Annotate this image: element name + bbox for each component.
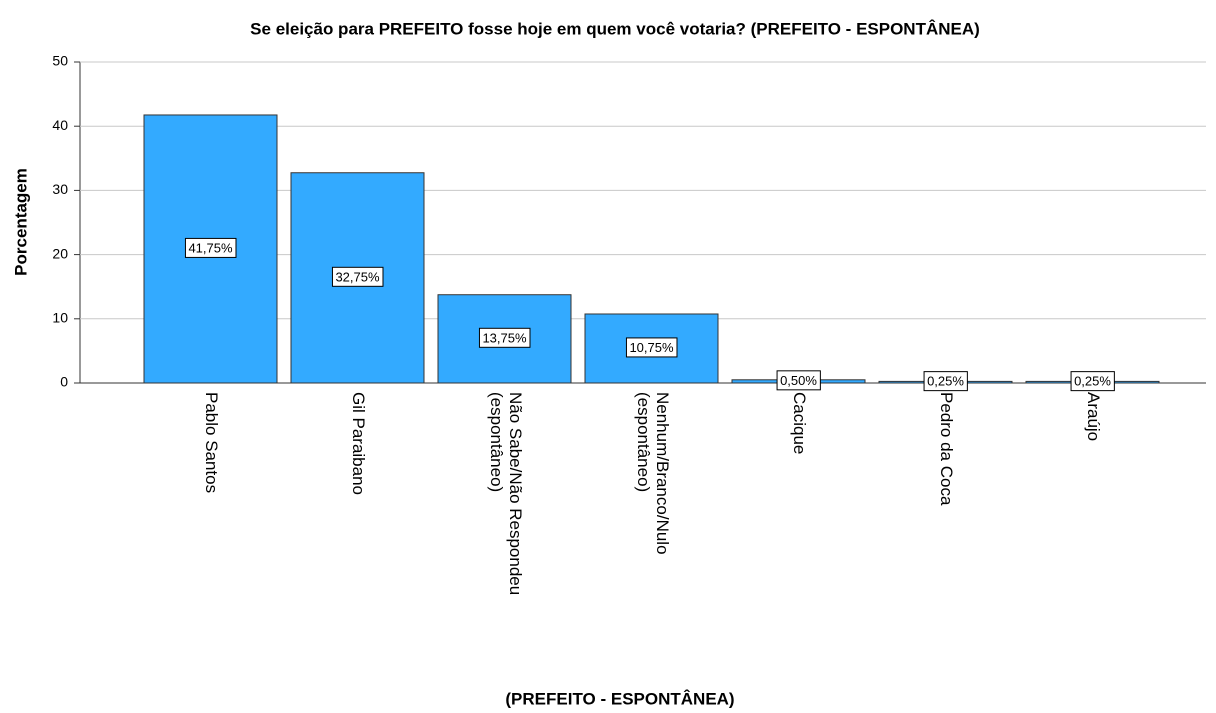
- y-tick-label: 10: [52, 310, 68, 326]
- y-tick-label: 20: [52, 245, 68, 261]
- value-label: 10,75%: [629, 340, 674, 355]
- x-tick-label: Araújo: [1084, 392, 1103, 441]
- y-tick-label: 40: [52, 117, 68, 133]
- x-tick-label: Não Sabe/Não Respondeu(espontâneo): [487, 392, 525, 595]
- value-label-box: [625, 337, 678, 358]
- value-label-box: [776, 370, 821, 391]
- value-label-box: [1070, 371, 1115, 392]
- value-label: 41,75%: [188, 240, 233, 255]
- value-label: 0,25%: [927, 374, 964, 389]
- x-tick-label: Nenhum/Branco/Nulo(espontâneo): [634, 392, 672, 555]
- value-label: 13,75%: [482, 330, 527, 345]
- value-label: 0,50%: [780, 373, 817, 388]
- y-axis-label: Porcentagem: [11, 168, 30, 276]
- x-tick-label: Cacique: [790, 392, 809, 454]
- x-tick-label: Pablo Santos: [202, 392, 221, 493]
- y-tick-label: 50: [52, 53, 68, 69]
- value-label-box: [331, 266, 384, 287]
- value-label: 32,75%: [335, 269, 380, 284]
- value-label-box: [923, 371, 968, 392]
- x-tick-label: Pedro da Coca: [937, 392, 956, 506]
- value-label: 0,25%: [1074, 374, 1111, 389]
- y-tick-label: 0: [60, 374, 68, 390]
- x-axis-label: (PREFEITO - ESPONTÂNEA): [505, 689, 734, 708]
- x-tick-label: Gil Paraibano: [349, 392, 368, 495]
- chart-title: Se eleição para PREFEITO fosse hoje em q…: [250, 19, 980, 38]
- value-label-box: [184, 237, 237, 258]
- value-label-box: [478, 327, 531, 348]
- y-tick-label: 30: [52, 181, 68, 197]
